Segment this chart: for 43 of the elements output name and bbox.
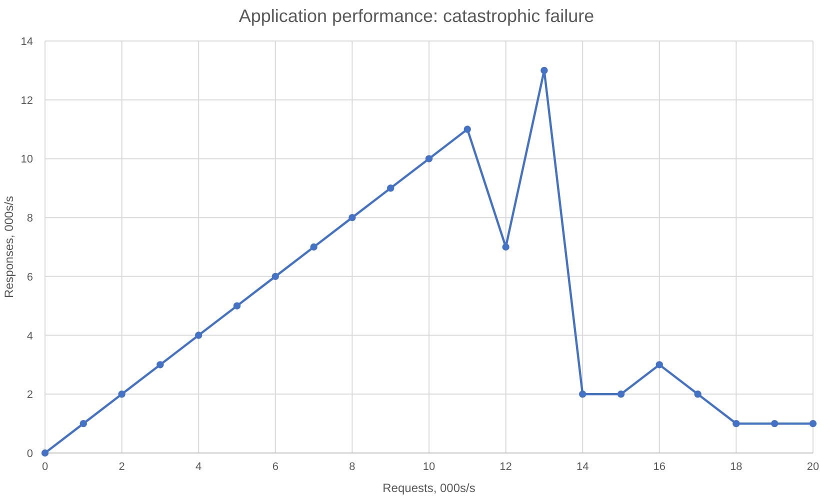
point	[195, 332, 202, 339]
y-axis-title: Responses, 000s/s	[2, 196, 16, 298]
point	[540, 66, 548, 74]
point	[41, 449, 49, 457]
point	[348, 214, 356, 222]
y-tick-label: 0	[26, 448, 33, 460]
point	[118, 390, 126, 398]
y-tick-label: 10	[20, 154, 33, 166]
x-tick-label: 8	[349, 461, 356, 473]
point	[272, 272, 279, 280]
point	[656, 361, 663, 368]
x-axis-title: Requests, 000s/s	[382, 481, 476, 495]
x-tick-label: 12	[500, 461, 512, 473]
y-tick-label: 4	[26, 330, 33, 342]
point	[809, 420, 817, 428]
y-tick-label: 12	[20, 94, 33, 107]
x-tick-label: 0	[42, 461, 48, 473]
x-tick-label: 10	[422, 461, 436, 473]
y-tick-label: 6	[26, 271, 33, 284]
y-tick-label: 2	[26, 389, 33, 402]
point	[732, 420, 740, 428]
point	[80, 420, 87, 428]
point	[464, 126, 471, 133]
y-tick-label: 14	[20, 36, 33, 48]
x-tick-label: 16	[653, 461, 666, 473]
y-tick-label: 8	[26, 212, 33, 225]
point	[233, 302, 241, 310]
point	[156, 361, 164, 368]
point	[617, 390, 625, 398]
x-tick-label: 6	[272, 461, 278, 473]
x-tick-label: 4	[196, 461, 202, 473]
point	[771, 420, 778, 428]
point	[425, 155, 433, 162]
point	[502, 243, 510, 251]
x-tick-label: 14	[576, 461, 589, 473]
point	[387, 184, 394, 192]
point	[579, 390, 586, 398]
point	[310, 243, 318, 251]
x-tick-label: 18	[730, 461, 742, 473]
chart-title: Application performance: catastrophic failure	[238, 6, 594, 26]
x-tick-label: 20	[806, 461, 820, 473]
point	[694, 390, 702, 398]
x-tick-label: 2	[118, 461, 125, 473]
